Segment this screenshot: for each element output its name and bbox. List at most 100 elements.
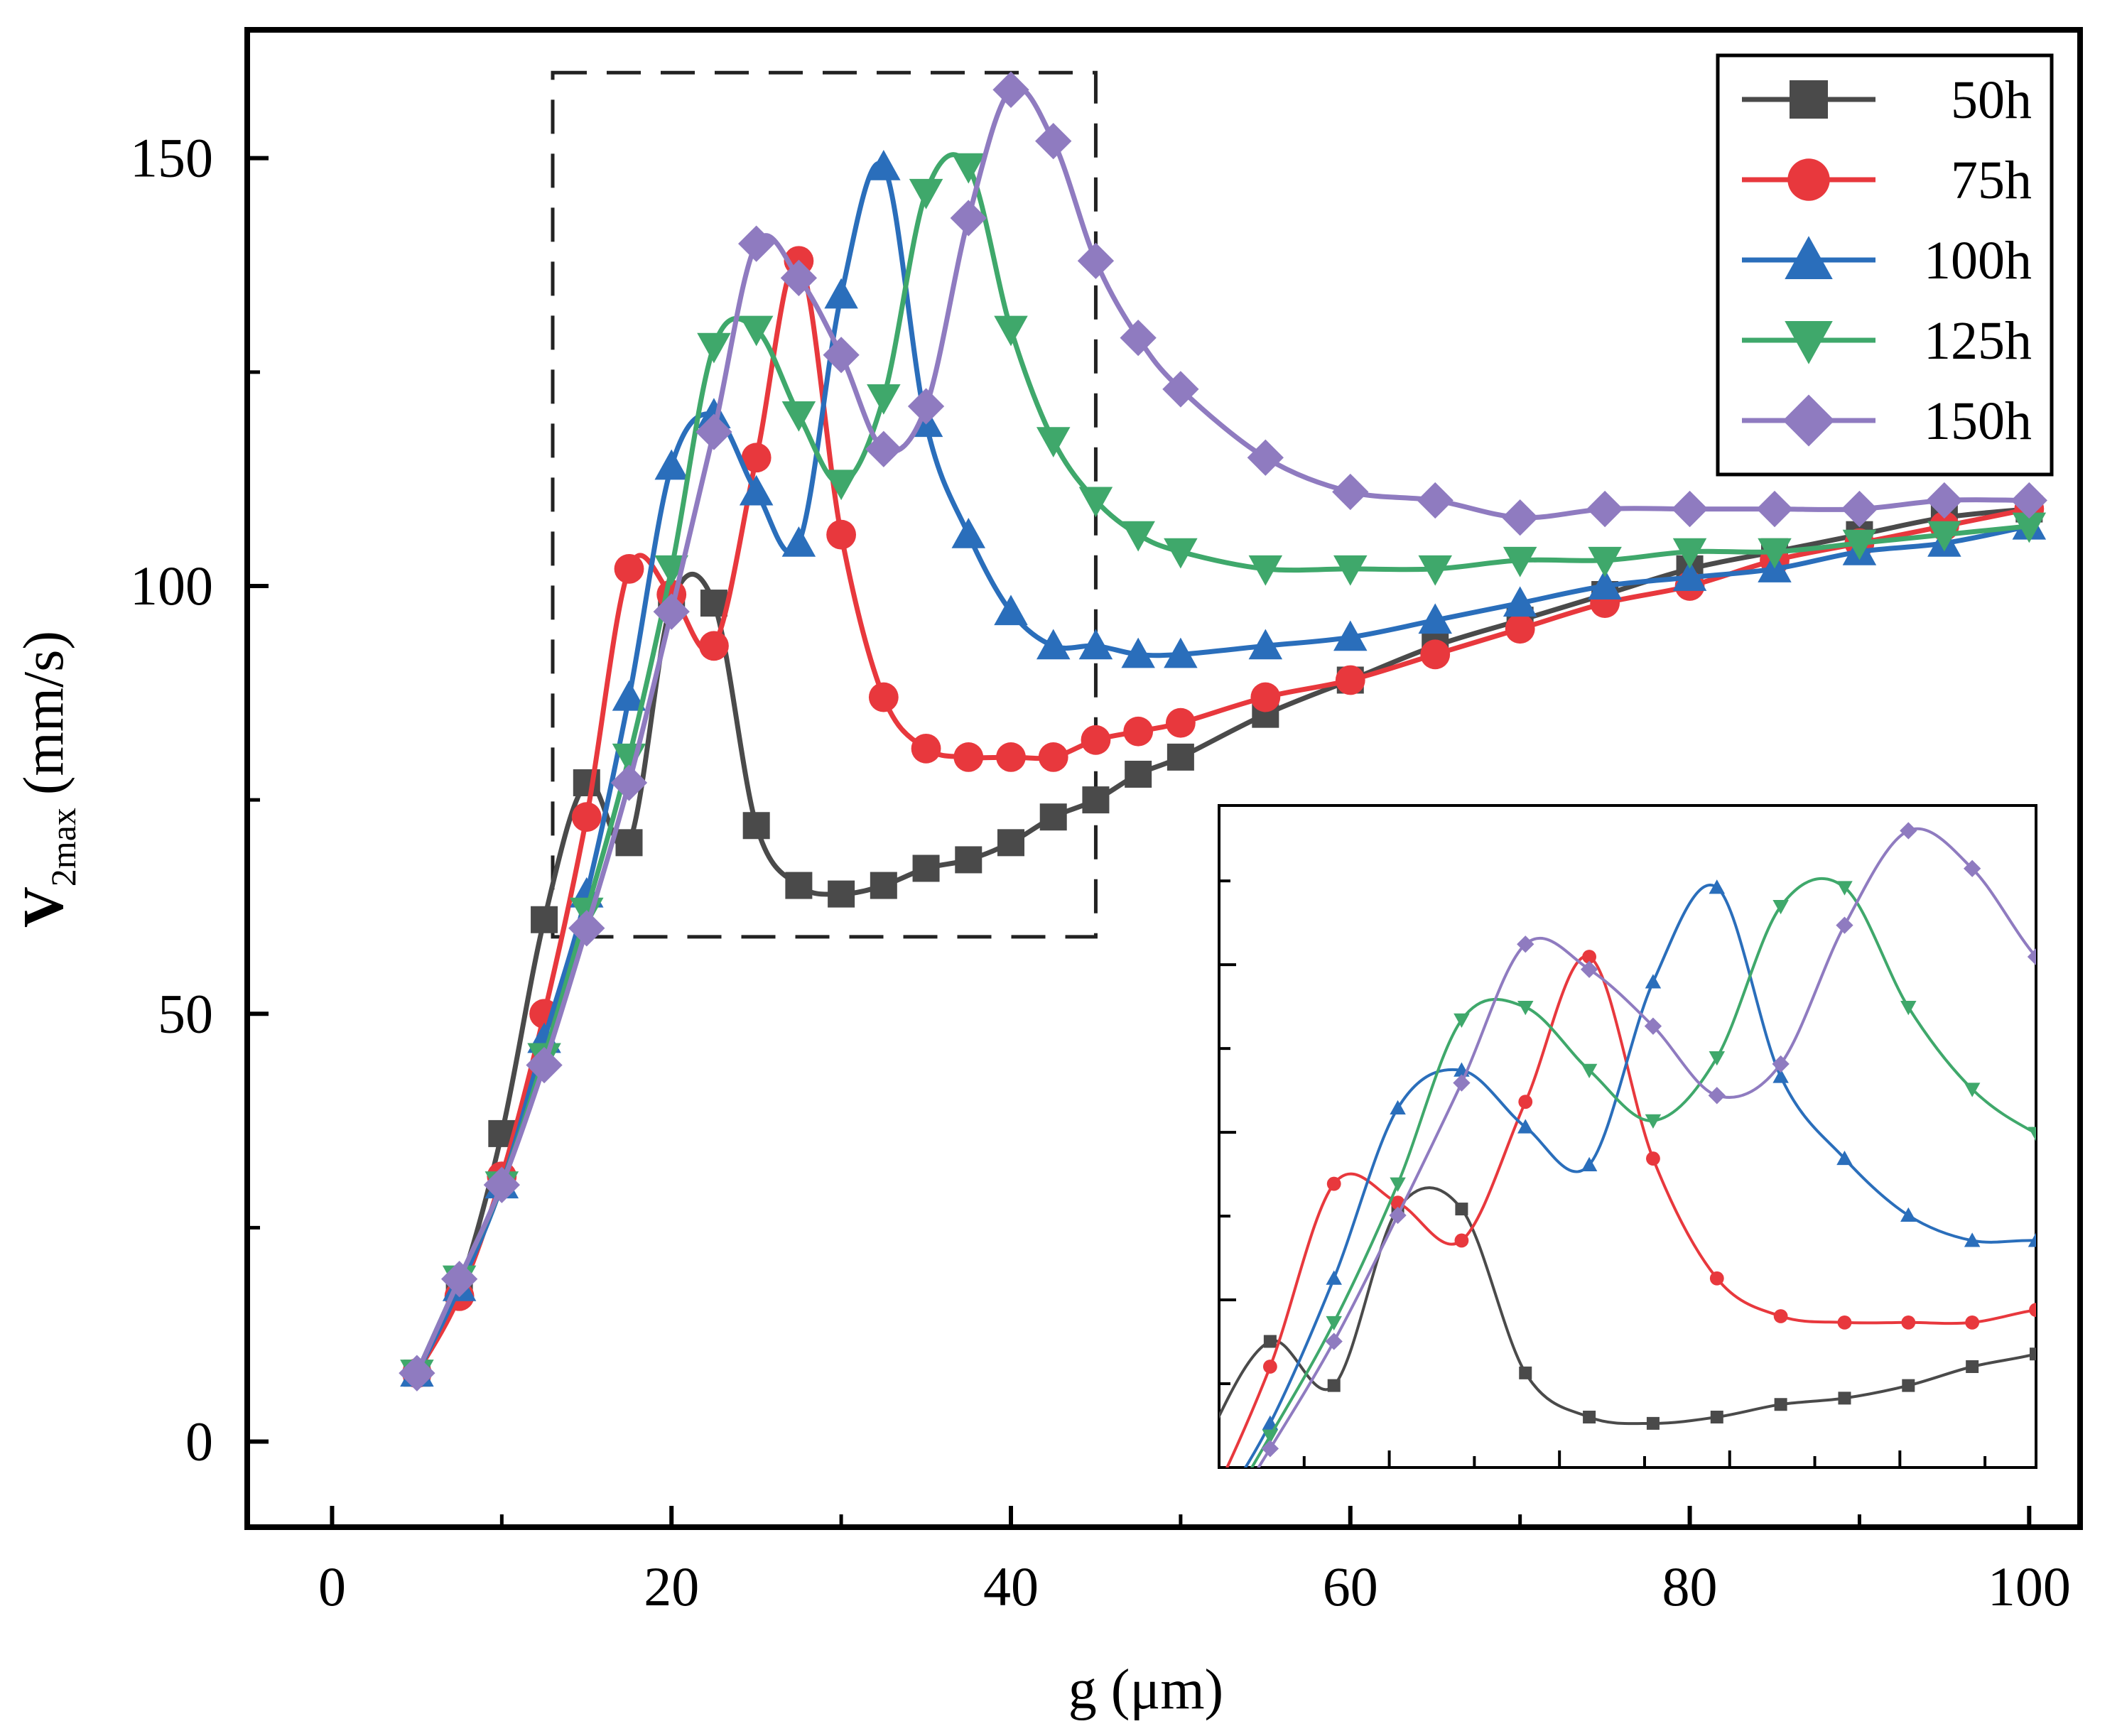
inset-point-150h [1836, 916, 1853, 934]
inset-point-50h [1263, 1335, 1277, 1348]
inset-point-150h [1772, 1055, 1790, 1073]
y-axis-title-unit: (mm/s) [13, 631, 75, 795]
data-point-125h [1588, 546, 1622, 577]
data-point-75h [1081, 725, 1111, 755]
inset-point-100h [1645, 974, 1662, 989]
data-point-100h [781, 526, 816, 557]
inset-line-125h [1250, 877, 2036, 1468]
legend-entry-100h: 100h [1742, 231, 2032, 291]
data-point-150h [526, 1046, 563, 1084]
inset-point-50h [1583, 1410, 1596, 1423]
legend-label: 75h [1951, 151, 2032, 210]
data-point-125h [1842, 529, 1877, 560]
data-point-125h [909, 178, 943, 210]
data-point-100h [1672, 560, 1707, 591]
data-point-125h [1418, 555, 1452, 586]
inset-point-50h [2094, 1329, 2106, 1342]
data-point-50h [785, 872, 813, 899]
inset-series-50h [1136, 1186, 2106, 1606]
series-125h [400, 152, 2047, 1390]
inset-point-100h [1517, 1119, 1534, 1134]
inset-point-150h [1389, 1206, 1407, 1225]
inset-point-150h [1644, 1017, 1662, 1035]
inset-point-75h [1837, 1315, 1852, 1330]
data-point-75h [1505, 614, 1535, 644]
inset-point-100h [1900, 1207, 1917, 1222]
y-tick-label: 150 [130, 127, 213, 189]
data-point-75h [699, 631, 729, 661]
inset-point-75h [2029, 1303, 2036, 1317]
data-point-100h [1418, 603, 1452, 634]
legend-entry-75h: 75h [1742, 151, 2032, 210]
data-point-75h [1250, 682, 1281, 712]
data-point-50h [1166, 743, 1194, 771]
data-point-50h [997, 829, 1024, 857]
inset-point-125h [1900, 1001, 1917, 1016]
inset-point-125h [1645, 1114, 1662, 1129]
inset-point-50h [1902, 1379, 1915, 1392]
data-point-150h [1586, 490, 1623, 528]
data-point-150h [1035, 122, 1072, 160]
inset-series-125h [1250, 877, 2109, 1468]
inset-plot [1135, 804, 2109, 1644]
inset-point-50h [2030, 1347, 2036, 1361]
inset-line-100h [1243, 884, 2036, 1468]
inset-point-75h [2093, 1296, 2107, 1311]
inset-point-125h [2092, 1152, 2109, 1166]
data-point-50h [828, 880, 855, 908]
data-point-100h [1333, 620, 1368, 651]
data-point-150h [440, 1261, 478, 1298]
inset-point-75h [1135, 1624, 1149, 1639]
data-point-75h [1335, 665, 1365, 695]
legend-label: 125h [1924, 311, 2032, 371]
data-point-75h [571, 802, 602, 832]
inset-point-50h [1646, 1416, 1660, 1430]
data-point-100h [1036, 629, 1071, 660]
legend-entry-50h: 50h [1742, 70, 2032, 130]
inset-point-100h [1135, 1629, 1151, 1644]
y-axis-title: V2max (mm/s) [13, 631, 83, 928]
data-point-125h [1503, 546, 1537, 577]
inset-point-75h [1582, 950, 1596, 964]
data-point-100h [697, 398, 731, 429]
inset-point-75h [1773, 1309, 1788, 1323]
inset-series-layer [1135, 822, 2109, 1644]
legend-entry-150h: 150h [1742, 391, 2032, 451]
data-point-75h [1420, 639, 1451, 670]
data-point-150h [1502, 499, 1539, 536]
legend-box [1716, 53, 2054, 477]
zoom-highlight-box [551, 70, 1098, 939]
data-point-75h [826, 519, 857, 550]
inset-point-150h [1453, 1074, 1471, 1092]
inset-point-75h [1326, 1176, 1341, 1191]
data-point-125h [1248, 555, 1283, 586]
data-point-150h [483, 1166, 520, 1203]
data-point-150h [1756, 490, 1793, 528]
data-point-50h [1039, 803, 1067, 831]
data-point-150h [610, 764, 648, 801]
data-point-150h [1162, 371, 1199, 408]
inset-point-125h [1326, 1315, 1342, 1331]
data-point-50h [1125, 760, 1152, 788]
legend-marker [1787, 158, 1830, 201]
data-point-150h [1247, 439, 1284, 476]
data-point-150h [568, 910, 605, 947]
x-tick-label: 20 [644, 1556, 699, 1617]
data-point-100h [994, 595, 1028, 626]
inset-point-100h [1262, 1415, 1279, 1430]
data-point-125h [739, 315, 774, 347]
data-point-75h [1038, 742, 1068, 772]
legend-marker [1790, 80, 1828, 119]
inset-point-125h [1581, 1063, 1598, 1079]
data-point-100h [739, 474, 774, 506]
data-point-50h [870, 872, 897, 899]
y-axis-title-main: V [13, 886, 75, 928]
y-tick-label: 50 [158, 982, 213, 1044]
data-point-150h [823, 337, 860, 374]
inset-point-150h [1325, 1333, 1343, 1350]
y-tick-label: 0 [185, 1411, 213, 1472]
inset-point-50h [1136, 1593, 1149, 1606]
inset-point-75h [1262, 1360, 1277, 1374]
inset-point-125h [2028, 1127, 2036, 1141]
